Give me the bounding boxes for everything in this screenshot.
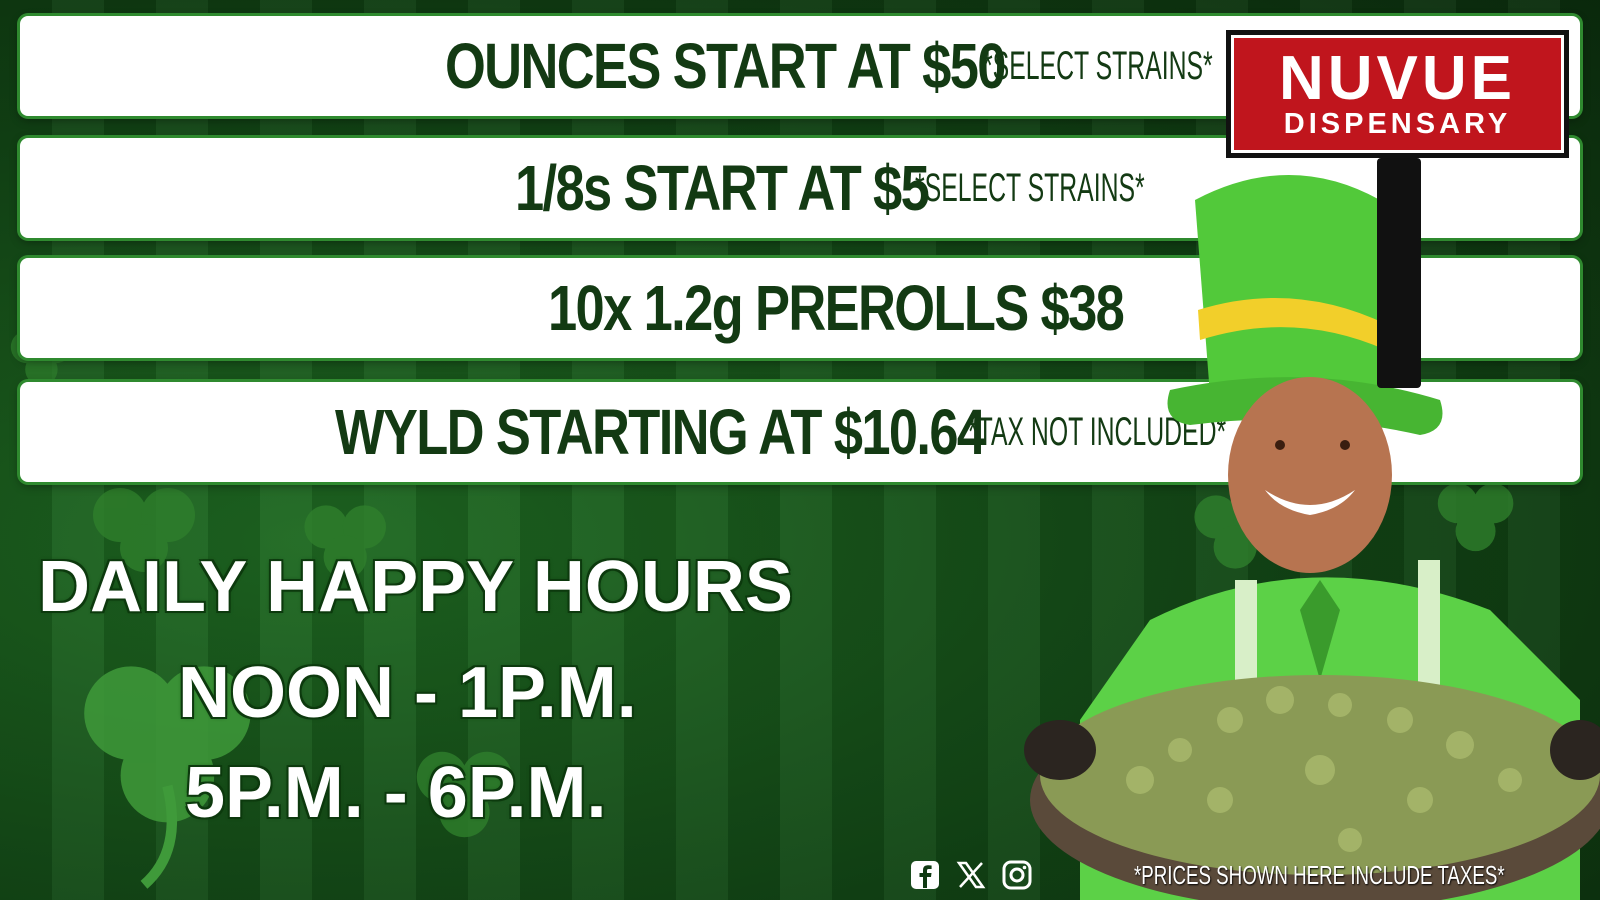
shamrock-decoration — [416, 751, 512, 838]
price-disclaimer: *PRICES SHOWN HERE INCLUDE TAXES* — [1134, 860, 1505, 890]
logo-subtitle: DISPENSARY — [1283, 108, 1512, 140]
deal-text: OUNCES START AT $50 — [445, 30, 1006, 102]
deal-text: 10x 1.2g PREROLLS $38 — [548, 272, 1125, 344]
deal-text: 1/8s START AT $5 — [515, 152, 930, 224]
instagram-icon[interactable] — [1002, 860, 1032, 890]
happy-hours-slot-1: NOON - 1P.M. — [178, 653, 637, 733]
shamrock-decoration — [304, 505, 386, 579]
social-links — [910, 860, 1032, 890]
logo-title: NUVUE — [1278, 44, 1517, 113]
deal-note: *SELECT STRAINS* — [983, 43, 1213, 88]
x-icon[interactable] — [956, 860, 986, 890]
deal-text: WYLD STARTING AT $10.64 — [335, 396, 986, 468]
shamrock-decoration — [1437, 483, 1514, 552]
sign-pole — [1377, 158, 1421, 388]
happy-hours-slot-2: 5P.M. - 6P.M. — [185, 753, 607, 833]
shamrock-decoration — [93, 488, 195, 572]
shamrock-decoration — [84, 666, 251, 889]
happy-hours-title: DAILY HAPPY HOURS — [38, 547, 793, 627]
leprechaun-mascot-image — [1024, 175, 1600, 900]
facebook-icon[interactable] — [910, 860, 940, 890]
deal-note: *SELECT STRAINS* — [915, 165, 1145, 210]
nuvue-dispensary-logo: NUVUE DISPENSARY — [1226, 30, 1569, 158]
